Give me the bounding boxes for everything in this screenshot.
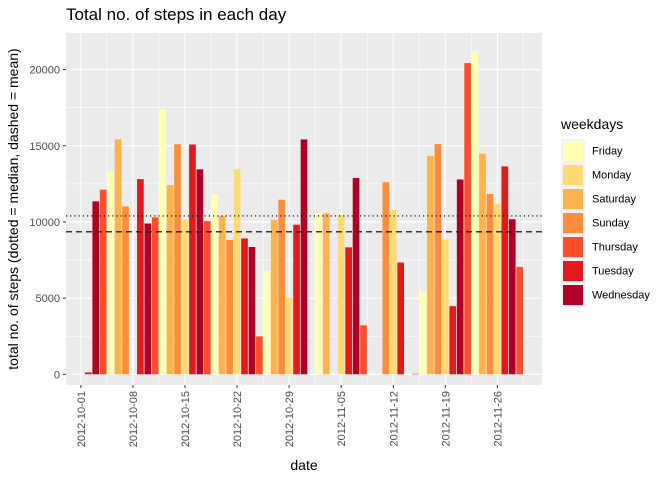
legend: weekdays Friday Monday Saturday Sunday Thurs… xyxy=(560,116,650,307)
legend-item-sunday: Sunday xyxy=(561,211,630,235)
legend-item-monday: Monday xyxy=(561,163,632,187)
bar-2012-10-22 xyxy=(233,169,241,375)
bar-2012-10-02 xyxy=(84,372,92,375)
bar-2012-11-06 xyxy=(345,247,352,375)
bar-2012-10-09 xyxy=(137,179,144,375)
bar-2012-11-08 xyxy=(360,325,367,375)
y-tick-label: 20000 xyxy=(29,65,60,77)
bar-2012-11-23 xyxy=(471,51,479,375)
bar-2012-10-23 xyxy=(241,238,248,375)
bar-2012-11-12 xyxy=(389,210,397,375)
bar-2012-10-30 xyxy=(293,224,300,375)
x-tick-label: 2012-11-05 xyxy=(336,391,348,446)
bar-2012-11-02 xyxy=(315,212,323,375)
legend-label: Saturday xyxy=(592,194,637,206)
legend-item-wednesday: Wednesday xyxy=(561,283,650,307)
legend-title: weekdays xyxy=(560,116,623,132)
bar-2012-10-17 xyxy=(196,169,204,375)
bar-2012-11-21 xyxy=(456,179,464,375)
bar-2012-11-11 xyxy=(382,182,390,375)
legend-label: Monday xyxy=(592,170,632,182)
bar-2012-11-18 xyxy=(434,144,442,375)
bar-2012-10-16 xyxy=(189,144,196,375)
bar-2012-10-18 xyxy=(203,221,211,375)
bar-2012-10-27 xyxy=(270,220,278,375)
x-tick-label: 2012-10-01 xyxy=(76,391,88,447)
bar-2012-11-22 xyxy=(464,63,471,375)
legend-label: Sunday xyxy=(592,218,630,230)
x-axis: 2012-10-01 2012-10-08 2012-10-15 2012-10-22… xyxy=(76,385,504,447)
bar-2012-10-13 xyxy=(166,184,174,375)
legend-item-thursday: Thursday xyxy=(561,235,638,259)
legend-item-saturday: Saturday xyxy=(561,187,637,211)
legend-label: Thursday xyxy=(592,242,638,254)
x-tick-label: 2012-11-12 xyxy=(388,391,400,446)
legend-swatch xyxy=(563,261,583,281)
bar-2012-11-16 xyxy=(419,291,427,375)
x-tick-label: 2012-10-29 xyxy=(284,391,296,447)
y-tick-label: 15000 xyxy=(29,141,60,153)
bar-2012-10-11 xyxy=(151,217,159,375)
bar-2012-11-28 xyxy=(508,219,516,375)
legend-swatch xyxy=(563,141,583,161)
x-tick-label: 2012-10-15 xyxy=(180,391,192,447)
legend-swatch xyxy=(563,213,583,233)
bar-2012-11-20 xyxy=(449,306,457,375)
bar-2012-11-27 xyxy=(501,166,509,375)
legend-label: Friday xyxy=(592,146,623,158)
x-tick-label: 2012-10-08 xyxy=(128,391,140,447)
bar-2012-11-19 xyxy=(441,239,449,375)
bar-2012-10-31 xyxy=(300,139,308,375)
legend-item-friday: Friday xyxy=(561,139,623,163)
bar-2012-10-04 xyxy=(99,189,107,375)
bar-2012-11-05 xyxy=(337,215,345,375)
bar-2012-10-15 xyxy=(181,219,189,375)
bar-2012-10-07 xyxy=(122,206,129,375)
legend-item-tuesday: Tuesday xyxy=(561,259,634,283)
bar-2012-11-29 xyxy=(516,266,524,375)
x-tick-label: 2012-10-22 xyxy=(232,391,244,447)
bar-2012-11-26 xyxy=(494,204,501,375)
y-axis: 0 5000 10000 15000 20000 xyxy=(29,65,66,381)
bar-2012-10-12 xyxy=(159,109,167,375)
bar-2012-10-10 xyxy=(144,223,152,375)
legend-swatch xyxy=(563,165,583,185)
y-tick-label: 10000 xyxy=(29,217,60,229)
y-tick-label: 5000 xyxy=(36,293,60,305)
x-tick-label: 2012-11-19 xyxy=(440,391,452,446)
chart-title: Total no. of steps in each day xyxy=(66,5,287,24)
bar-2012-11-13 xyxy=(397,262,405,375)
bar-2012-11-17 xyxy=(427,155,434,375)
legend-label: Wednesday xyxy=(592,290,650,302)
bar-2012-10-20 xyxy=(218,215,226,375)
bar-2012-10-24 xyxy=(248,247,256,375)
bar-2012-10-14 xyxy=(174,144,181,375)
legend-swatch xyxy=(563,189,583,209)
bar-2012-10-19 xyxy=(211,194,219,375)
y-axis-title: total no. of steps (dotted = median, das… xyxy=(5,48,21,369)
legend-swatch xyxy=(563,285,583,305)
y-tick-label: 0 xyxy=(54,369,60,381)
bar-2012-10-26 xyxy=(263,271,271,375)
bar-2012-11-15 xyxy=(412,373,419,375)
x-axis-title: date xyxy=(290,457,317,473)
legend-items: Friday Monday Saturday Sunday Thursday Tuesda… xyxy=(561,139,650,307)
legend-swatch xyxy=(563,237,583,257)
bar-2012-10-29 xyxy=(285,297,293,375)
bar-2012-11-24 xyxy=(479,153,486,375)
bar-2012-10-28 xyxy=(278,199,286,375)
bar-2012-10-03 xyxy=(92,201,100,375)
bar-2012-11-07 xyxy=(352,178,360,375)
bars xyxy=(84,51,524,375)
legend-label: Tuesday xyxy=(592,266,634,278)
bar-2012-11-25 xyxy=(486,194,494,375)
bar-2012-10-05 xyxy=(107,171,114,375)
bar-2012-11-03 xyxy=(322,213,330,375)
bar-2012-10-25 xyxy=(256,336,263,375)
x-tick-label: 2012-11-26 xyxy=(492,391,504,446)
bar-2012-10-06 xyxy=(114,139,122,375)
bar-2012-10-21 xyxy=(226,239,233,375)
